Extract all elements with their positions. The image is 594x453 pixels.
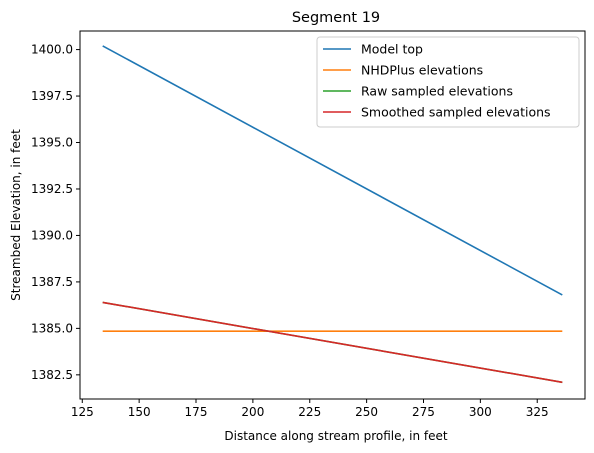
y-tick-label: 1397.5 [31, 89, 73, 103]
y-axis-label: Streambed Elevation, in feet [9, 129, 23, 301]
y-tick-label: 1387.5 [31, 275, 73, 289]
legend-entry-label: Raw sampled elevations [361, 84, 513, 99]
x-tick-label: 250 [355, 405, 378, 419]
series-line-smoothed-sampled-elevations [102, 301, 563, 384]
x-tick-label: 275 [412, 405, 435, 419]
y-tick-label: 1395.0 [31, 136, 73, 150]
x-axis-ticks: 125 150 175 200 225 250 275 300 325 [71, 399, 549, 419]
y-tick-label: 1382.5 [31, 368, 73, 382]
plot-marks [102, 45, 563, 384]
series-line-model-top [102, 45, 563, 296]
x-tick-label: 225 [298, 405, 321, 419]
legend: Model top NHDPlus elevations Raw sampled e… [316, 36, 580, 128]
legend-entry-label: NHDPlus elevations [361, 63, 483, 78]
x-tick-label: 325 [526, 405, 549, 419]
plot-frame [79, 30, 586, 400]
x-tick-label: 200 [241, 405, 264, 419]
x-tick-label: 300 [469, 405, 492, 419]
legend-entry-label: Smoothed sampled elevations [361, 105, 551, 120]
y-tick-label: 1390.0 [31, 228, 73, 242]
legend-box [316, 36, 580, 128]
y-axis-ticks: 1382.5 1385.0 1387.5 1390.0 1392.5 1395.0 1397… [31, 43, 80, 382]
x-axis-label: Distance along stream profile, in feet [224, 429, 447, 443]
x-tick-label: 150 [128, 405, 151, 419]
x-tick-label: 175 [185, 405, 208, 419]
y-tick-label: 1385.0 [31, 321, 73, 335]
x-tick-label: 125 [71, 405, 94, 419]
y-tick-label: 1400.0 [31, 43, 73, 57]
legend-entry-label: Model top [361, 42, 423, 57]
y-tick-label: 1392.5 [31, 182, 73, 196]
chart-title: Segment 19 [292, 10, 380, 26]
